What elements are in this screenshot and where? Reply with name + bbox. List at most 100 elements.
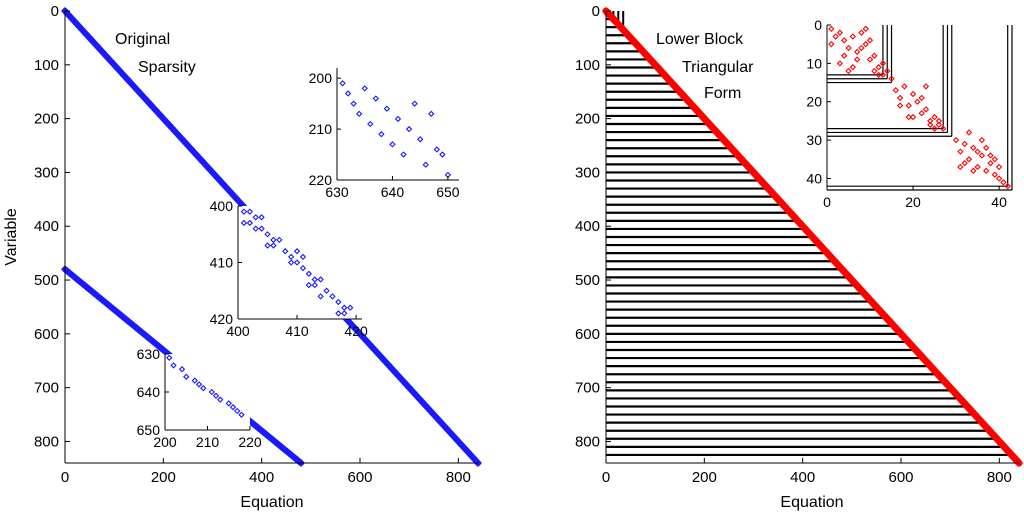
series-0-0-band-marker: [209, 168, 217, 177]
series-1-0-band-marker: [846, 274, 855, 283]
series-1-0-band-marker: [953, 391, 962, 400]
left-inset-1-ytick-label: 420: [210, 311, 234, 327]
series-1-0-band-marker: [839, 266, 848, 275]
right-inset-0-point: [858, 44, 865, 52]
right-ytick-label: 200: [575, 111, 600, 128]
series-1-0-band-marker: [760, 180, 769, 189]
series-1-0-band-marker: [1008, 451, 1017, 460]
series-1-0-band-marker: [849, 278, 858, 287]
series-1-0-band-marker: [794, 217, 803, 226]
left-inset-2-point: [178, 366, 186, 373]
left-inset-1-point: [323, 287, 330, 294]
left-xtick-label: 600: [347, 469, 372, 486]
series-0-0-band-marker: [205, 165, 214, 174]
right-inset-0-point: [853, 56, 861, 63]
right-inset-0-point: [901, 83, 908, 90]
series-0-0-band-marker: [109, 59, 118, 68]
left-inset-2-point: [229, 404, 237, 411]
series-1-0-band-marker: [729, 146, 738, 155]
series-1-0-band-marker: [646, 55, 655, 64]
right-inset-0-point: [961, 140, 968, 148]
series-0-0-band-marker: [167, 123, 176, 132]
series-1-0-band-marker: [984, 425, 993, 434]
right-inset-0-point: [896, 94, 904, 102]
series-1-0-band-marker: [629, 37, 638, 46]
right-inset-0-xtick-label: 40: [991, 194, 1007, 210]
series-0-0-band-marker: [67, 14, 76, 23]
series-1-0-band-marker: [805, 229, 814, 238]
series-1-0-band-marker: [1011, 455, 1020, 464]
series-0-0-band-marker: [374, 349, 383, 358]
left-inset-0-xtick-label: 630: [325, 184, 349, 200]
left-inset-2-ytick-label: 650: [137, 422, 161, 438]
left-xtick-label: 400: [249, 469, 274, 486]
series-0-0-band-marker: [384, 361, 393, 370]
right-inset-0-point: [974, 163, 981, 171]
series-0-0-band-marker: [405, 383, 414, 392]
series-0-0-band-marker: [470, 455, 479, 464]
right-ytick-label: 600: [575, 326, 600, 343]
left-inset-1-xtick-label: 420: [344, 323, 368, 339]
series-1-0-band-marker: [691, 104, 700, 113]
right-inset-0-point: [892, 87, 900, 94]
left-inset-0-ytick-label: 200: [309, 70, 333, 86]
series-1-0-band-marker: [701, 116, 710, 125]
right-xtick-label: 0: [602, 469, 610, 486]
series-0-0-band-marker: [147, 101, 156, 110]
left-inset-0-point: [428, 110, 435, 117]
right-xtick-label: 600: [888, 469, 913, 486]
left-ytick-label: 700: [34, 380, 59, 397]
right-inset-0-point: [845, 67, 852, 75]
series-0-0-band-marker: [195, 153, 204, 162]
left-inset-1-point: [335, 298, 342, 306]
right-inset-0-xtick-label: 20: [905, 194, 921, 210]
series-1-0-band-marker: [750, 168, 758, 177]
series-1-0-band-marker: [911, 346, 920, 354]
right-inset-0-point: [888, 75, 895, 82]
left-inset-2-point: [208, 388, 215, 396]
right-inset-0-point: [935, 117, 943, 125]
right-inset-0-point: [871, 67, 878, 75]
left-inset-1-point: [264, 231, 271, 238]
left-inset-0-point: [361, 85, 368, 92]
series-1-0-band-marker: [932, 368, 941, 377]
right-inset-0-point: [922, 83, 930, 90]
right-inset-0-point: [836, 60, 844, 67]
right-inset-0-point: [978, 152, 986, 159]
right-ytick-label: 100: [575, 57, 600, 74]
series-1-0-band-marker: [949, 387, 958, 396]
series-0-0-band-marker: [350, 323, 359, 332]
series-1-0-band-marker: [963, 402, 972, 411]
left-inset-0-point: [400, 151, 407, 158]
left-inset-0-point: [350, 100, 357, 107]
series-1-0-band-marker: [660, 71, 669, 80]
right-inset-0-point: [884, 67, 891, 75]
series-1-0-band-marker: [842, 270, 851, 279]
right-inset-0-point: [879, 71, 887, 79]
right-inset-0-point: [978, 136, 986, 144]
left-inset-1-point: [317, 276, 324, 283]
right-inset-0-point: [927, 121, 934, 128]
right-inset-0-point: [970, 167, 977, 174]
series-0-0-band-marker: [449, 432, 458, 441]
series-1-0-band-marker: [873, 304, 882, 313]
left-inset-1-point: [270, 236, 277, 244]
left-inset-1-xtick-label: 400: [226, 323, 250, 339]
right-ytick-label: 800: [575, 433, 600, 450]
series-0-0-band-marker: [91, 40, 100, 49]
left-inset-0-point: [383, 105, 391, 112]
left-inset-1-point: [264, 242, 271, 249]
left-inset-1-xtick-label: 410: [285, 323, 309, 339]
series-1-0-band-marker: [856, 285, 865, 294]
series-1-0-band-marker: [877, 308, 886, 317]
left-inset-1-point: [240, 219, 248, 227]
left-inset-0-ytick-label: 220: [309, 172, 333, 188]
series-0-0-band-marker: [143, 97, 152, 106]
left-inset-1-point: [311, 276, 318, 283]
series-0-0-band-marker: [226, 187, 235, 196]
series-1-0-band-marker: [925, 361, 934, 370]
series-1-0-band-marker: [977, 417, 986, 426]
